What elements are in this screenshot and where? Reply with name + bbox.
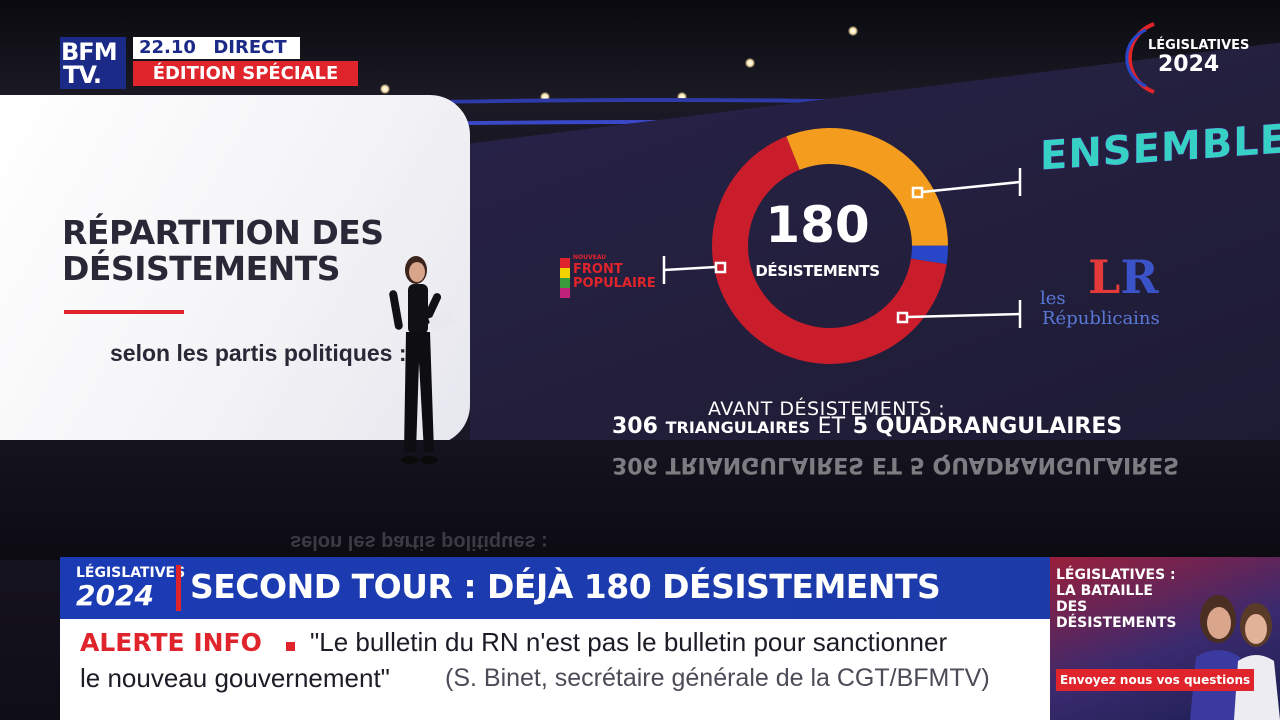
nfp-bar-green	[560, 278, 570, 288]
side-panel-title: LÉGISLATIVES : LA BATAILLE DES DÉSISTEME…	[1056, 567, 1186, 631]
side-title-line3: DÉSISTEMENTS	[1056, 615, 1177, 631]
les-republicains-logo: LR les Républicains	[1040, 250, 1200, 335]
donut-segment-ensemble	[786, 128, 948, 246]
triangulaires-label: TRIANGULAIRES	[665, 418, 810, 437]
ticker-divider	[176, 565, 181, 611]
left-screen	[0, 95, 470, 445]
ensemble-connector-line	[921, 180, 1021, 194]
bfm-logo-line2: TV.	[63, 61, 102, 89]
lr-republicains: Républicains	[1042, 308, 1160, 329]
alert-quote-line1: "Le bulletin du RN n'est pas le bulletin…	[310, 627, 948, 657]
blue-ring-light	[0, 120, 1280, 180]
ticker-legislatives-badge: LÉGISLATIVES 2024	[60, 557, 185, 619]
nfp-small-label: NOUVEAU	[573, 254, 607, 261]
left-screen-subtitle: selon les partis politiques :	[110, 340, 407, 366]
lr-connector-marker	[896, 311, 909, 324]
headline-text: SECOND TOUR : DÉJÀ 180 DÉSISTEMENTS	[190, 567, 941, 606]
desistements-donut-chart	[712, 128, 948, 365]
broadcast-time: 22.10	[133, 37, 202, 59]
alert-source: (S. Binet, secrétaire générale de la CGT…	[445, 664, 990, 692]
studio-light	[380, 84, 390, 94]
ticker-badge-line2: 2024	[76, 579, 154, 612]
nfp-bar-magenta	[560, 288, 570, 298]
nfp-connector-marker	[714, 261, 727, 274]
left-title-underline	[64, 310, 184, 314]
nouveau-front-populaire-logo: NOUVEAU FRONT POPULAIRE	[560, 252, 656, 298]
lr-monogram: LR	[1088, 250, 1159, 304]
triangulaires-count: 306	[612, 414, 658, 439]
donut-segment-les-r-publicains	[911, 245, 948, 265]
studio-light	[745, 58, 755, 68]
alert-info-label: ALERTE INFO	[80, 628, 262, 657]
lr-les: les	[1040, 288, 1066, 309]
alert-quote-line2: le nouveau gouvernement"	[80, 663, 390, 693]
donut-segment-nouveau-front-populaire	[712, 136, 947, 365]
badge-arc-icon	[1125, 22, 1155, 94]
bfmtv-logo: BFM TV.	[60, 37, 126, 89]
quadrangulaires-count: 5	[852, 414, 868, 439]
badge-line1: LÉGISLATIVES	[1148, 38, 1250, 53]
left-title-line1: RÉPARTITION DES	[62, 213, 384, 252]
studio-light	[677, 92, 687, 102]
donut-total: 180	[765, 196, 870, 254]
nfp-bar-yellow	[560, 268, 570, 278]
studio-light	[848, 26, 858, 36]
headline-bar: LÉGISLATIVES 2024 SECOND TOUR : DÉJÀ 180…	[60, 557, 1050, 619]
ticker-badge-line1: LÉGISLATIVES	[76, 565, 186, 581]
legislatives-2024-badge: LÉGISLATIVES 2024	[1120, 16, 1260, 98]
alert-bar: ALERTE INFO "Le bulletin du RN n'est pas…	[60, 619, 1050, 720]
et-label: ET	[817, 414, 846, 439]
studio-light	[540, 92, 550, 102]
left-screen-title: RÉPARTITION DES DÉSISTEMENTS	[62, 215, 384, 287]
bfm-logo-line1: BFM	[61, 38, 118, 66]
donut-total-label: DÉSISTEMENTS	[755, 262, 880, 280]
avant-desistements-label: AVANT DÉSISTEMENTS :	[708, 398, 946, 420]
alert-bullet	[286, 642, 295, 651]
blue-ring-light	[0, 98, 1280, 178]
studio-floor	[0, 440, 1280, 560]
side-title-line2: LA BATAILLE DES	[1056, 583, 1153, 615]
avant-desistements-counts: 306 TRIANGULAIRES ET 5 QUADRANGULAIRES	[612, 414, 1122, 439]
live-badge: DIRECT	[200, 37, 300, 59]
edition-speciale-badge: ÉDITION SPÉCIALE	[133, 61, 358, 86]
side-promo-panel: LÉGISLATIVES : LA BATAILLE DES DÉSISTEME…	[1050, 557, 1280, 720]
nfp-line2: POPULAIRE	[573, 276, 656, 291]
nfp-connector-line	[663, 265, 717, 272]
nfp-bar-red	[560, 258, 570, 268]
left-title-line2: DÉSISTEMENTS	[62, 249, 341, 288]
ensemble-connector-marker	[911, 186, 924, 199]
send-questions-button[interactable]: Envoyez nous vos questions	[1056, 669, 1255, 691]
quadrangulaires-label: QUADRANGULAIRES	[875, 414, 1123, 439]
nfp-line1: FRONT	[573, 262, 623, 277]
lr-connector-line	[906, 312, 1021, 319]
lr-mark-l: L	[1088, 250, 1121, 304]
lr-mark-r: R	[1120, 250, 1159, 304]
badge-line2: 2024	[1158, 52, 1220, 77]
presenter-figure	[389, 256, 456, 464]
side-title-line1: LÉGISLATIVES :	[1056, 567, 1176, 583]
